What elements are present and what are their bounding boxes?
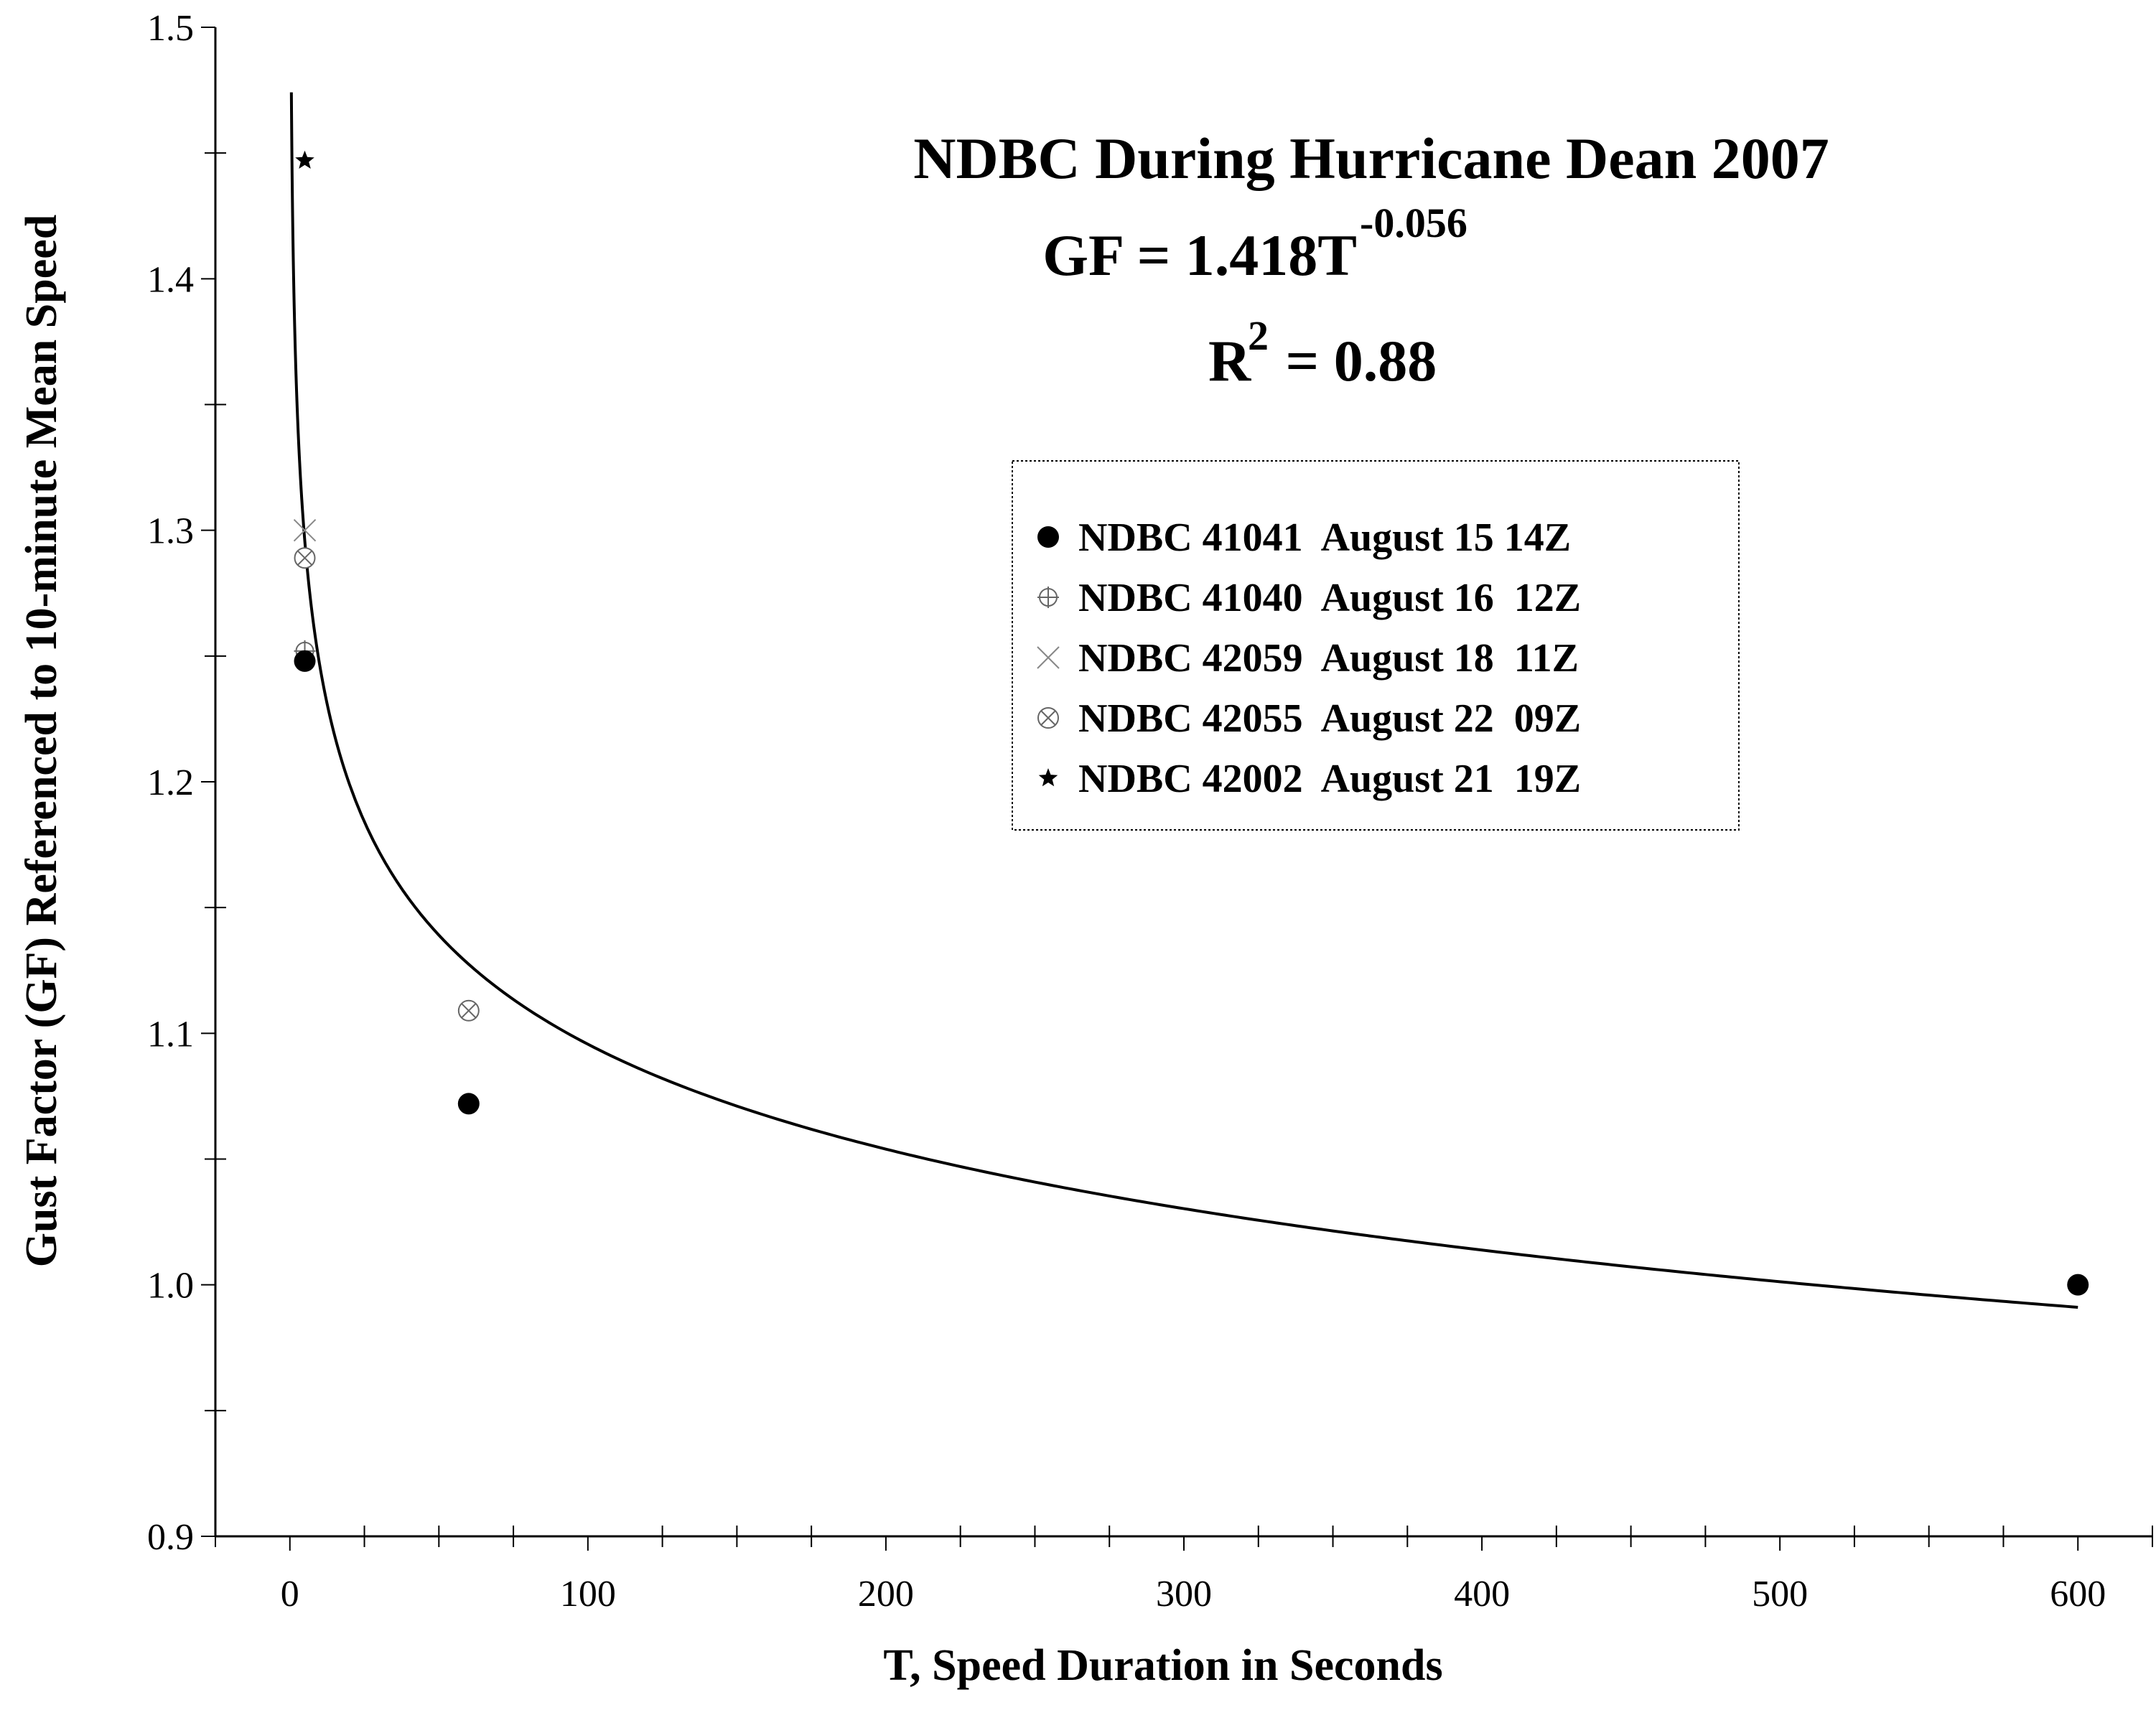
fit-equation: GF = 1.418T (1042, 223, 1357, 288)
y-tick-label: 1.1 (147, 1014, 194, 1055)
legend-marker (1038, 768, 1058, 787)
legend-entries: NDBC 41041 August 15 14Z NDBC 41040 Augus… (1037, 515, 1581, 801)
y-tick-label: 1.3 (147, 511, 194, 552)
y-tick-label: 1.4 (147, 259, 194, 300)
data-points (293, 150, 2089, 1296)
x-tick-label: 100 (560, 1574, 616, 1615)
legend-label: NDBC 42059 August 18 11Z (1078, 636, 1579, 681)
axis-ticks: 0 100 200 300 400 500 600 0.9 1.0 1.1 1.2 1.3 1.4 1.5 (147, 8, 2153, 1615)
data-point (457, 999, 480, 1022)
data-point (294, 547, 316, 569)
y-axis-label: Gust Factor (GF) Referenced to 10-minute… (17, 215, 66, 1267)
y-tick-label: 1.0 (147, 1266, 194, 1307)
fit-equation-exponent: -0.056 (1360, 200, 1467, 246)
r-squared-value: = 0.88 (1271, 328, 1437, 393)
legend-label: NDBC 42055 August 22 09Z (1078, 696, 1581, 741)
x-tick-label: 600 (2050, 1574, 2106, 1615)
y-tick-label: 0.9 (147, 1517, 194, 1558)
x-axis-label: T, Speed Duration in Seconds (883, 1641, 1442, 1690)
x-tick-label: 300 (1156, 1574, 1212, 1615)
legend-label: NDBC 41041 August 15 14Z (1078, 515, 1571, 560)
data-point (2067, 1274, 2089, 1296)
fit-curve (289, 92, 2078, 1309)
y-tick-label: 1.5 (147, 8, 194, 49)
legend: NDBC 41041 August 15 14Z NDBC 41040 Augus… (1012, 460, 1740, 831)
legend-marker (1037, 526, 1059, 548)
data-point (457, 1093, 480, 1115)
y-tick-label: 1.2 (147, 762, 194, 803)
data-point (295, 150, 314, 169)
legend-marker (1037, 646, 1060, 669)
x-tick-label: 500 (1752, 1574, 1808, 1615)
legend-marker (1037, 707, 1059, 729)
legend-label: NDBC 41040 August 16 12Z (1078, 576, 1581, 620)
r-squared-exponent: 2 (1248, 312, 1269, 359)
fit-curve-group (289, 92, 2078, 1309)
data-point (294, 650, 316, 672)
x-tick-label: 0 (281, 1574, 299, 1615)
r-squared-base: R (1208, 328, 1251, 393)
x-tick-label: 400 (1454, 1574, 1510, 1615)
legend-box (1012, 460, 1740, 831)
x-tick-label: 200 (858, 1574, 914, 1615)
chart-title: NDBC During Hurricane Dean 2007 (913, 126, 1829, 191)
legend-label: NDBC 42002 August 21 19Z (1078, 757, 1581, 801)
data-point (293, 518, 317, 542)
legend-marker (1037, 587, 1059, 608)
